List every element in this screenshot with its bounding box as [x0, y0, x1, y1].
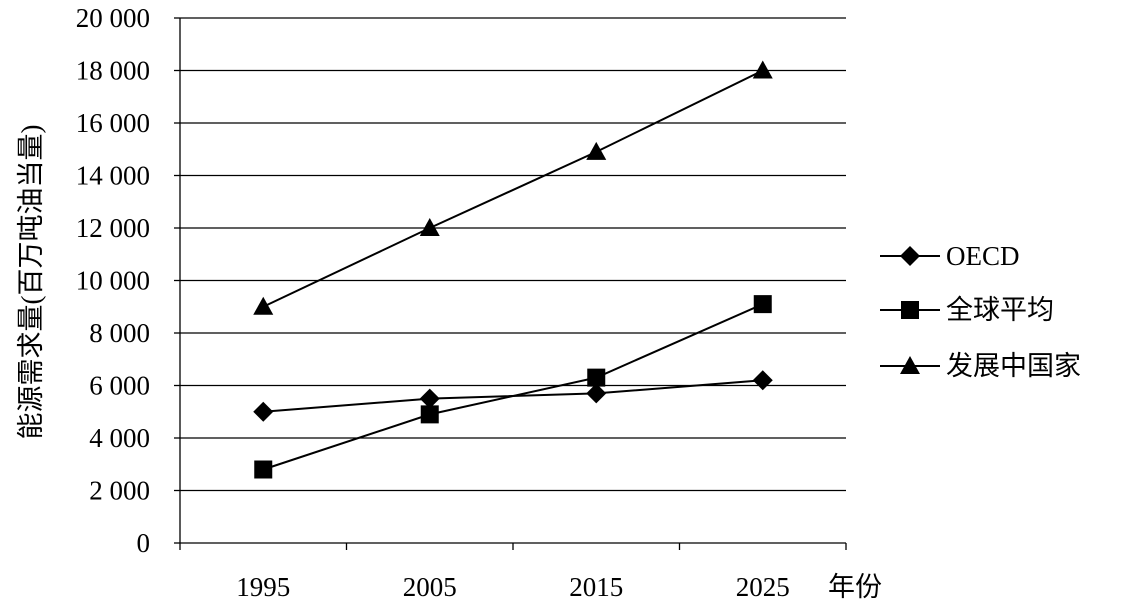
data-point-triangle [419, 218, 440, 236]
y-tick-label: 14 000 [76, 161, 150, 191]
legend-marker-triangle [900, 356, 920, 374]
x-tick-label: 2015 [569, 572, 623, 602]
series-line [262, 69, 764, 308]
data-point-square [587, 368, 606, 387]
y-tick-label: 2 000 [89, 476, 150, 506]
y-tick-label: 8 000 [89, 318, 150, 348]
series-line [262, 303, 764, 471]
data-point-diamond [752, 370, 773, 391]
data-point-square [420, 405, 439, 424]
data-point-diamond [586, 383, 607, 404]
x-tick-label: 1995 [236, 572, 290, 602]
y-tick-label: 0 [137, 528, 151, 558]
series-group [253, 60, 773, 479]
data-point-triangle [752, 60, 773, 79]
legend-label: 发展中国家 [946, 351, 1081, 381]
data-point-square [254, 460, 273, 479]
y-tick-label: 18 000 [76, 56, 150, 86]
data-point-triangle [586, 141, 607, 160]
y-tick-label: 12 000 [76, 213, 150, 243]
legend-item: 发展中国家 [880, 351, 1081, 381]
y-tick-label: 6 000 [89, 371, 150, 401]
y-tick-label: 16 000 [76, 108, 150, 138]
x-tick-labels: 1995 2005 2015 2025 [236, 572, 790, 602]
data-point-triangle [253, 296, 274, 315]
y-tick-label: 4 000 [89, 423, 150, 453]
axes [174, 17, 847, 550]
y-axis-title: 能源需求量(百万吨油当量) [16, 125, 46, 440]
legend-marker-square [901, 301, 919, 319]
data-point-diamond [253, 401, 274, 422]
series-triangle [253, 60, 773, 315]
data-point-square [753, 295, 772, 314]
x-tick-label: 2005 [403, 572, 457, 602]
legend-label: OECD [946, 241, 1020, 271]
legend-label: 全球平均 [946, 295, 1054, 325]
legend-item: OECD [880, 241, 1020, 271]
data-point-diamond [419, 388, 440, 409]
y-tick-labels: 0 2 000 4 000 6 000 8 000 10 000 12 000 14 000 1… [76, 3, 150, 558]
x-axis-title: 年份 [828, 572, 882, 602]
x-tick-label: 2025 [736, 572, 790, 602]
y-tick-label: 10 000 [76, 266, 150, 296]
gridlines [180, 17, 846, 492]
y-tick-label: 20 000 [76, 3, 150, 33]
series-square [254, 295, 772, 479]
legend-marker-diamond [900, 246, 920, 266]
legend-item: 全球平均 [880, 295, 1054, 325]
